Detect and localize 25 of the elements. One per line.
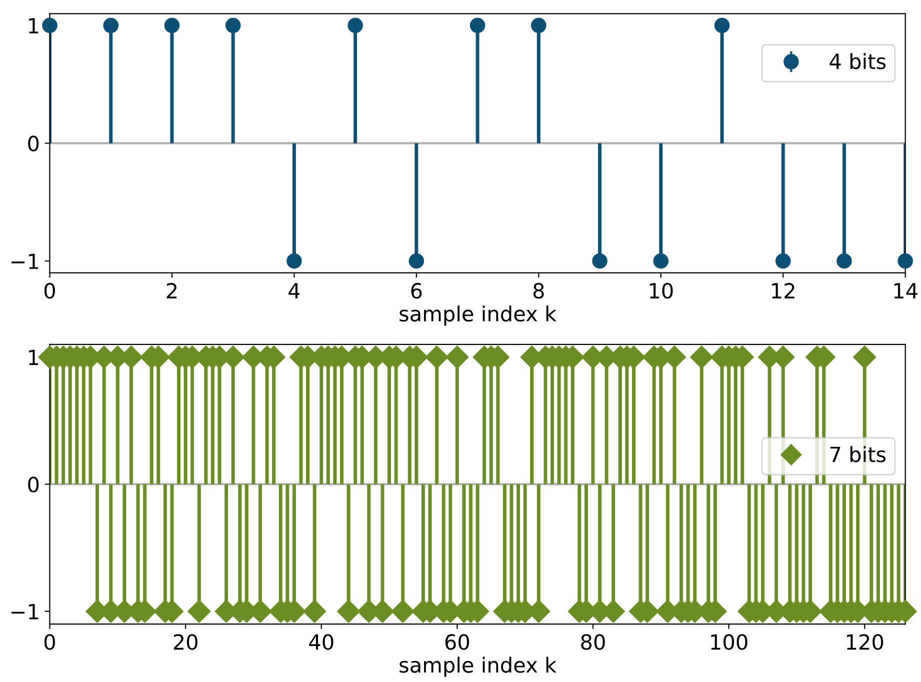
x-tick-label: 2 xyxy=(166,282,177,298)
x-tick-label: 20 xyxy=(174,634,198,650)
x-axis-title: sample index k xyxy=(400,656,557,677)
y-tick-label: −1 xyxy=(12,254,38,269)
x-tick-label: 6 xyxy=(411,282,422,299)
x-tick-label: 80 xyxy=(581,634,605,650)
x-axis-title: sample index k xyxy=(400,305,557,326)
y-tick-label: 1 xyxy=(29,18,38,34)
x-tick-label: 60 xyxy=(445,634,470,650)
x-tick-label: 40 xyxy=(309,634,334,650)
x-tick-label: 8 xyxy=(533,282,544,299)
x-tick-label: 0 xyxy=(44,634,55,650)
x-tick-label: 10 xyxy=(650,282,673,299)
legend-label: 4 bits xyxy=(830,53,886,70)
y-tick-label: 0 xyxy=(28,136,39,152)
x-tick-label: 12 xyxy=(772,282,794,298)
y-tick-label: −1 xyxy=(12,604,38,620)
x-tick-label: 0 xyxy=(44,282,55,299)
legend-label: 7 bits xyxy=(830,446,886,462)
y-tick-label: 0 xyxy=(28,476,39,492)
x-tick-label: 4 xyxy=(288,283,300,298)
x-tick-label: 14 xyxy=(894,283,918,298)
x-tick-label: 100 xyxy=(711,634,748,650)
y-tick-label: 1 xyxy=(29,350,38,366)
x-tick-label: 120 xyxy=(847,634,884,650)
